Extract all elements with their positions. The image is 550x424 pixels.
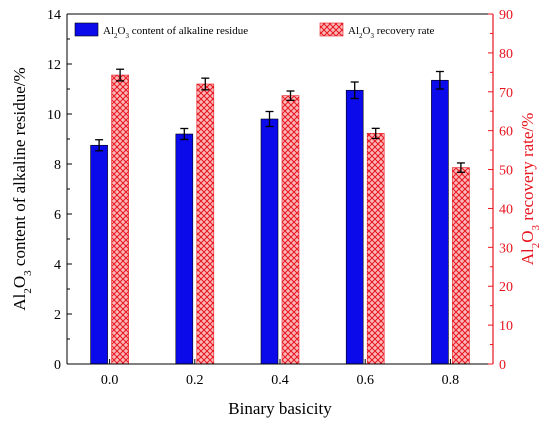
- bar-recovery-4: [452, 167, 470, 365]
- plot-area: [67, 14, 493, 364]
- right-tick-label-1: 10: [499, 319, 513, 334]
- legend-label-recovery: Al2O3 recovery rate: [348, 25, 435, 40]
- legend-swatch-recovery: [319, 22, 344, 37]
- x-tick-label-4: 0.8: [442, 373, 460, 388]
- x-tick-label-2: 0.4: [271, 373, 289, 388]
- right-tick-label-3: 30: [499, 241, 513, 256]
- axes-layer: 0 2 4 6 8 10 12 14 0 10 20 30 40 50 60 70 80 90 0.0 0.2 0.4 0…: [47, 8, 513, 388]
- left-tick-label-3: 6: [54, 208, 61, 223]
- left-tick-label-5: 10: [47, 108, 61, 123]
- bar-layer: [90, 68, 470, 365]
- right-tick-label-7: 70: [499, 86, 513, 101]
- legend-label-content: Al2O3 content of alkaline residue: [103, 25, 248, 40]
- x-tick-label-1: 0.2: [186, 373, 204, 388]
- left-tick-label-1: 2: [54, 308, 61, 323]
- bar-content-4: [431, 79, 449, 365]
- bar-content-3: [345, 89, 364, 365]
- bar-recovery-0: [111, 74, 129, 365]
- bar-recovery-3: [366, 133, 385, 365]
- left-axis-title: Al2O3 content of alkaline residue/%: [10, 67, 34, 310]
- bar-recovery-2: [281, 95, 300, 365]
- right-tick-label-8: 80: [499, 47, 513, 62]
- legend-item-recovery: Al2O3 recovery rate: [319, 22, 435, 40]
- legend-swatch-content: [74, 22, 99, 37]
- bar-recovery-1: [196, 83, 215, 365]
- right-axis-title: Al2O3 recovery rate/%: [518, 113, 542, 266]
- bar-content-1: [175, 133, 194, 365]
- left-tick-label-2: 4: [54, 258, 61, 273]
- left-tick-label-4: 8: [54, 158, 61, 173]
- right-tick-label-5: 50: [499, 164, 513, 179]
- bar-content-2: [260, 118, 279, 365]
- right-tick-label-0: 0: [499, 358, 506, 373]
- x-tick-label-3: 0.6: [356, 373, 374, 388]
- bar-content-0: [90, 144, 108, 365]
- plot-frame: [67, 14, 493, 364]
- right-tick-label-9: 90: [499, 8, 513, 23]
- legend-item-content: Al2O3 content of alkaline residue: [74, 22, 248, 40]
- left-tick-label-6: 12: [47, 58, 61, 73]
- x-tick-label-0: 0.0: [101, 373, 119, 388]
- right-tick-label-4: 40: [499, 202, 513, 217]
- right-tick-label-2: 20: [499, 280, 513, 295]
- x-axis-title: Binary basicity: [228, 399, 332, 418]
- right-tick-label-6: 60: [499, 125, 513, 140]
- left-tick-label-7: 14: [47, 8, 61, 23]
- legend: Al2O3 content of alkaline residue Al2O3 …: [74, 22, 435, 40]
- left-tick-label-0: 0: [54, 358, 61, 373]
